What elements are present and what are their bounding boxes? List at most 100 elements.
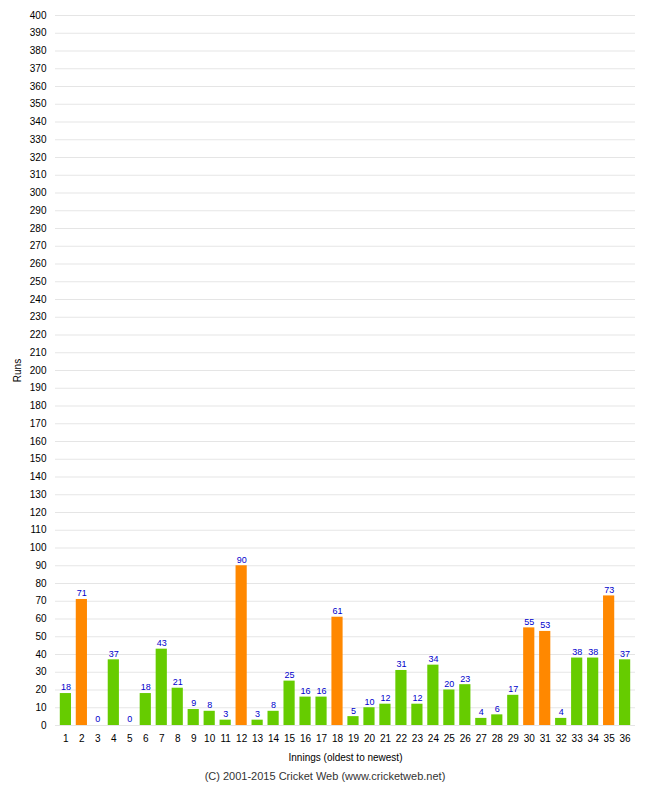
svg-text:38: 38 xyxy=(588,647,598,657)
svg-text:31: 31 xyxy=(396,659,406,669)
svg-text:110: 110 xyxy=(31,524,47,535)
svg-text:4: 4 xyxy=(479,707,484,717)
svg-text:0: 0 xyxy=(41,720,47,731)
svg-text:3: 3 xyxy=(255,709,260,719)
svg-text:40: 40 xyxy=(35,649,47,660)
svg-text:50: 50 xyxy=(35,631,47,642)
svg-text:260: 260 xyxy=(30,258,47,269)
svg-text:280: 280 xyxy=(30,223,47,234)
svg-text:330: 330 xyxy=(30,134,47,145)
svg-text:390: 390 xyxy=(30,27,47,38)
svg-text:26: 26 xyxy=(460,733,472,744)
svg-text:3: 3 xyxy=(223,709,228,719)
svg-text:370: 370 xyxy=(30,63,47,74)
svg-text:350: 350 xyxy=(30,98,47,109)
svg-text:380: 380 xyxy=(30,45,47,56)
svg-text:10: 10 xyxy=(204,733,216,744)
svg-text:60: 60 xyxy=(35,613,47,624)
svg-text:0: 0 xyxy=(127,714,132,724)
svg-text:36: 36 xyxy=(620,733,632,744)
svg-text:130: 130 xyxy=(30,489,47,500)
svg-text:38: 38 xyxy=(572,647,582,657)
svg-text:16: 16 xyxy=(301,686,311,696)
svg-text:140: 140 xyxy=(30,471,47,482)
svg-text:70: 70 xyxy=(35,595,47,606)
svg-text:15: 15 xyxy=(284,733,296,744)
svg-text:1: 1 xyxy=(63,733,69,744)
svg-text:3: 3 xyxy=(95,733,101,744)
svg-text:71: 71 xyxy=(77,588,87,598)
svg-text:9: 9 xyxy=(191,733,197,744)
svg-text:30: 30 xyxy=(524,733,536,744)
svg-text:250: 250 xyxy=(30,276,47,287)
svg-text:61: 61 xyxy=(333,606,343,616)
svg-text:25: 25 xyxy=(285,670,295,680)
svg-text:80: 80 xyxy=(35,578,47,589)
svg-text:34: 34 xyxy=(588,733,600,744)
svg-text:33: 33 xyxy=(572,733,584,744)
svg-text:180: 180 xyxy=(30,400,47,411)
svg-text:7: 7 xyxy=(159,733,165,744)
svg-text:270: 270 xyxy=(30,240,47,251)
svg-text:8: 8 xyxy=(175,733,181,744)
svg-text:4: 4 xyxy=(559,707,564,717)
svg-text:2: 2 xyxy=(79,733,85,744)
svg-text:Runs: Runs xyxy=(12,359,23,382)
svg-text:23: 23 xyxy=(412,733,424,744)
svg-text:10: 10 xyxy=(35,702,47,713)
svg-text:29: 29 xyxy=(508,733,520,744)
svg-text:12: 12 xyxy=(380,693,390,703)
svg-text:90: 90 xyxy=(237,555,247,565)
svg-text:9: 9 xyxy=(191,698,196,708)
svg-text:34: 34 xyxy=(428,654,438,664)
svg-text:17: 17 xyxy=(508,684,518,694)
svg-text:90: 90 xyxy=(35,560,47,571)
svg-text:5: 5 xyxy=(351,706,356,716)
svg-text:18: 18 xyxy=(61,682,71,692)
svg-text:20: 20 xyxy=(35,684,47,695)
svg-text:5: 5 xyxy=(127,733,133,744)
svg-text:31: 31 xyxy=(540,733,552,744)
svg-text:16: 16 xyxy=(300,733,312,744)
svg-text:310: 310 xyxy=(30,169,47,180)
svg-text:30: 30 xyxy=(35,666,47,677)
svg-text:22: 22 xyxy=(396,733,408,744)
svg-text:Innings (oldest to newest): Innings (oldest to newest) xyxy=(289,752,403,763)
svg-text:20: 20 xyxy=(444,679,454,689)
svg-text:6: 6 xyxy=(495,704,500,714)
svg-text:4: 4 xyxy=(111,733,117,744)
svg-text:220: 220 xyxy=(30,329,47,340)
svg-text:55: 55 xyxy=(524,617,534,627)
svg-text:150: 150 xyxy=(30,453,47,464)
svg-text:190: 190 xyxy=(30,382,47,393)
svg-text:6: 6 xyxy=(143,733,149,744)
svg-text:12: 12 xyxy=(236,733,248,744)
svg-text:13: 13 xyxy=(252,733,264,744)
svg-text:290: 290 xyxy=(30,205,47,216)
svg-text:32: 32 xyxy=(556,733,568,744)
svg-text:73: 73 xyxy=(604,585,614,595)
svg-text:8: 8 xyxy=(271,700,276,710)
svg-text:20: 20 xyxy=(364,733,376,744)
svg-text:28: 28 xyxy=(492,733,504,744)
svg-text:17: 17 xyxy=(316,733,328,744)
svg-text:53: 53 xyxy=(540,620,550,630)
svg-text:120: 120 xyxy=(30,507,47,518)
svg-text:11: 11 xyxy=(220,733,231,744)
svg-text:340: 340 xyxy=(30,116,47,127)
svg-text:360: 360 xyxy=(30,81,47,92)
svg-text:8: 8 xyxy=(207,700,212,710)
svg-text:21: 21 xyxy=(173,677,183,687)
svg-text:210: 210 xyxy=(30,347,47,358)
svg-text:230: 230 xyxy=(30,311,47,322)
svg-text:25: 25 xyxy=(444,733,456,744)
svg-text:37: 37 xyxy=(620,649,630,659)
svg-text:43: 43 xyxy=(157,638,167,648)
svg-text:400: 400 xyxy=(30,10,47,21)
svg-text:160: 160 xyxy=(30,436,47,447)
svg-text:37: 37 xyxy=(109,649,119,659)
svg-text:14: 14 xyxy=(268,733,280,744)
svg-text:23: 23 xyxy=(460,674,470,684)
svg-text:18: 18 xyxy=(141,682,151,692)
svg-text:200: 200 xyxy=(30,365,47,376)
